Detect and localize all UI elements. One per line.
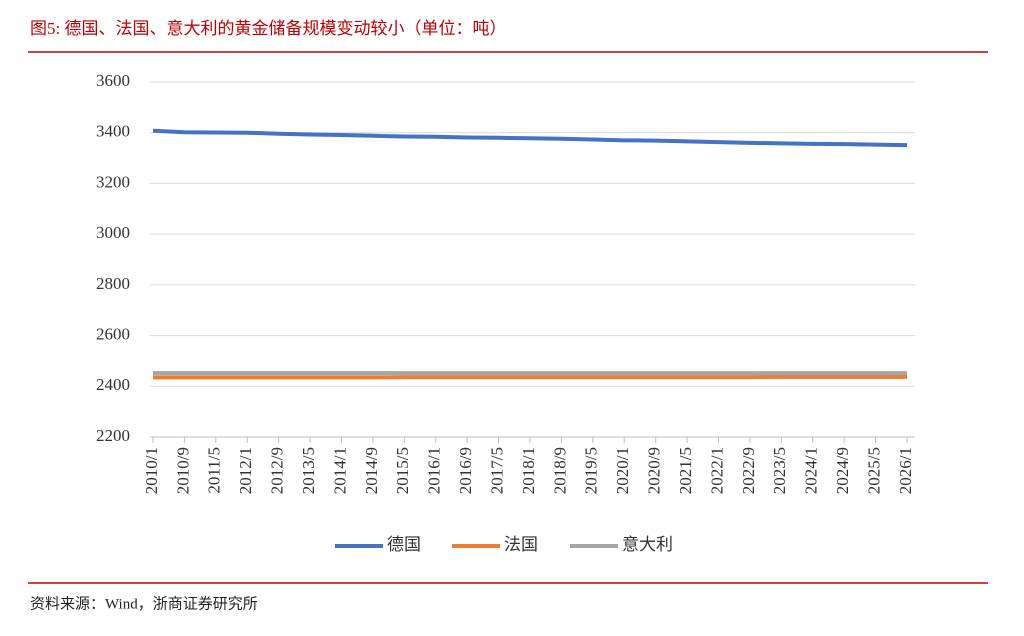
x-tick-label: 2020/1 xyxy=(613,447,632,494)
x-tick-label: 2018/9 xyxy=(550,447,569,494)
legend-label: 德国 xyxy=(387,535,421,554)
x-tick-label: 2025/5 xyxy=(864,447,883,494)
legend-label: 法国 xyxy=(504,535,538,554)
x-tick-label: 2012/1 xyxy=(236,447,255,494)
x-tick-label: 2024/1 xyxy=(802,447,821,494)
x-tick-label: 2014/9 xyxy=(362,447,381,494)
x-tick-label: 2016/9 xyxy=(456,447,475,494)
y-tick-label: 3600 xyxy=(96,71,130,90)
y-tick-label: 2400 xyxy=(96,375,130,394)
x-tick-label: 2018/1 xyxy=(519,447,538,494)
y-tick-label: 3200 xyxy=(96,172,130,191)
y-tick-label: 2800 xyxy=(96,274,130,293)
x-tick-label: 2016/1 xyxy=(425,447,444,494)
y-tick-label: 2600 xyxy=(96,324,130,343)
y-tick-label: 3400 xyxy=(96,122,130,141)
x-tick-label: 2012/9 xyxy=(268,447,287,494)
x-tick-label: 2022/9 xyxy=(739,447,758,494)
x-tick-label: 2022/1 xyxy=(707,447,726,494)
x-tick-label: 2015/5 xyxy=(393,447,412,494)
x-tick-label: 2011/5 xyxy=(205,447,224,494)
x-tick-label: 2023/5 xyxy=(770,447,789,494)
data-line xyxy=(152,128,908,148)
x-tick-label: 2010/1 xyxy=(142,447,161,494)
data-line xyxy=(153,374,907,380)
y-tick-label: 3000 xyxy=(96,223,130,242)
x-tick-label: 2020/9 xyxy=(645,447,664,494)
x-tick-label: 2017/5 xyxy=(487,447,506,494)
x-tick-label: 2024/9 xyxy=(833,447,852,494)
x-tick-label: 2019/5 xyxy=(582,447,601,494)
x-tick-label: 2014/1 xyxy=(330,447,349,494)
x-tick-label: 2013/5 xyxy=(299,447,318,494)
y-tick-label: 2200 xyxy=(96,426,130,445)
chart-title: 图5: 德国、法国、意大利的黄金储备规模变动较小（单位：吨） xyxy=(30,19,506,38)
x-tick-label: 2026/1 xyxy=(896,447,915,494)
source-note: 资料来源：Wind，浙商证券研究所 xyxy=(30,595,258,612)
x-tick-label: 2010/9 xyxy=(173,447,192,494)
x-tick-label: 2021/5 xyxy=(676,447,695,494)
legend-label: 意大利 xyxy=(622,535,673,554)
